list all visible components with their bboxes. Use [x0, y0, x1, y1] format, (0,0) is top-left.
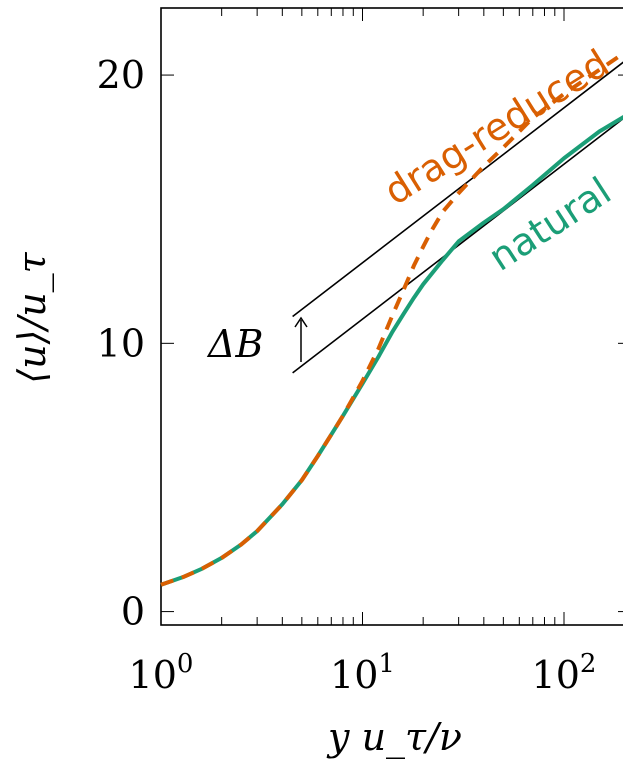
log-law-reference-line	[292, 117, 623, 374]
x-tick-label: 101	[330, 649, 395, 697]
series-line-drag-reduced	[160, 51, 623, 587]
y-tick-label: 20	[97, 53, 145, 97]
plot-area-frame	[160, 7, 623, 626]
y-axis-label: ⟨u⟩/u_τ	[10, 251, 55, 383]
axis-ticks	[160, 8, 623, 625]
x-tick-exponent: 1	[378, 649, 395, 679]
y-tick-label: 10	[97, 321, 145, 365]
series-lines	[160, 51, 623, 587]
reference-lines	[292, 61, 623, 374]
x-tick-label: 102	[532, 649, 597, 697]
y-tick-label: 0	[121, 590, 145, 634]
log-law-reference-line	[292, 61, 623, 318]
delta-b-label: ΔB	[206, 322, 263, 366]
x-axis-label: y u_τ/ν	[326, 715, 462, 760]
delta-b-arrow	[294, 316, 308, 362]
x-tick-label: 100	[129, 649, 194, 697]
natural-label: natural	[481, 169, 619, 280]
x-tick-exponent: 0	[177, 649, 194, 679]
x-tick-exponent: 2	[580, 649, 597, 679]
